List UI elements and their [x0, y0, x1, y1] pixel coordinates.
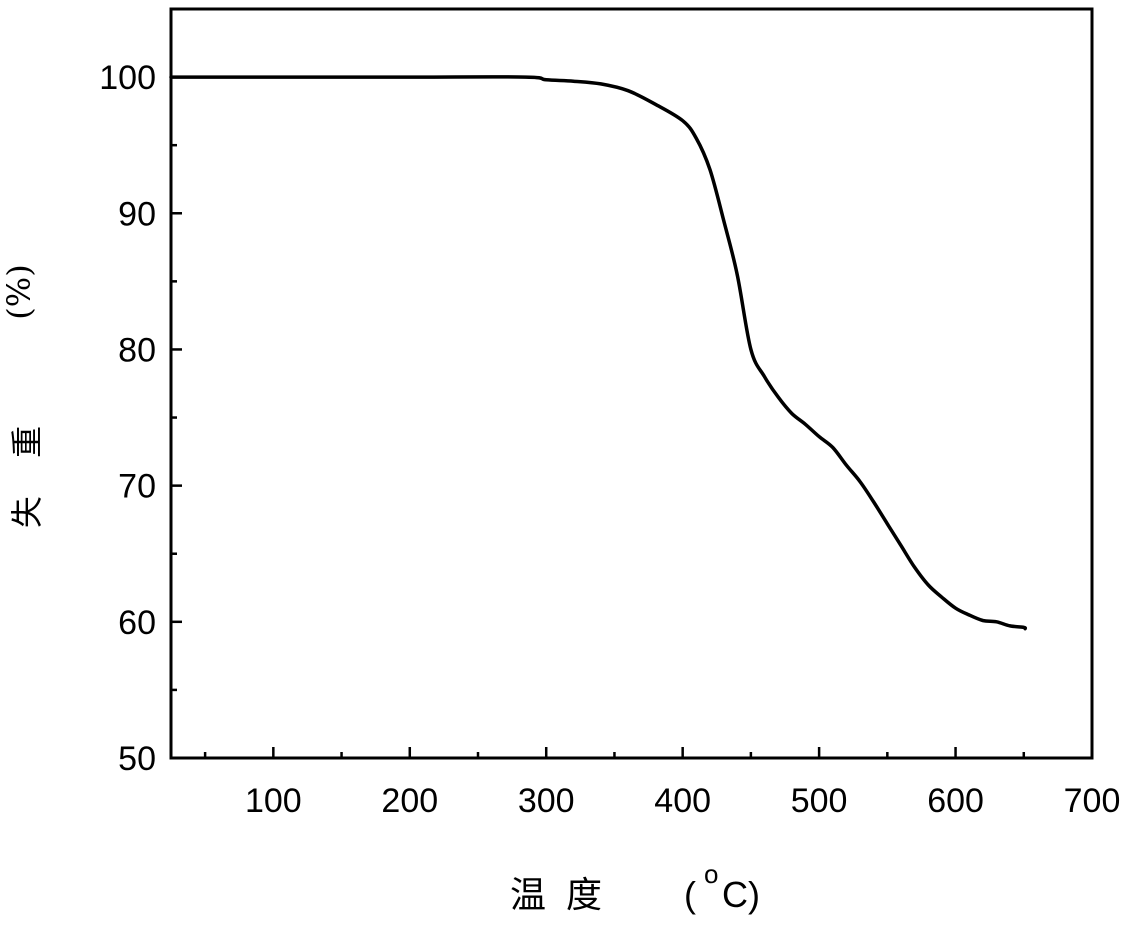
series-line — [171, 77, 1025, 629]
x-tick-label: 600 — [927, 782, 984, 820]
y-tick-label: 50 — [118, 740, 156, 778]
ticks-layer — [171, 9, 1092, 758]
y-tick-label: 80 — [118, 331, 156, 369]
x-axis-unit: C) — [722, 874, 760, 915]
tick-labels-layer: 100 200 300 400 500 600 700 50 60 70 80 90 100 — [99, 59, 1120, 820]
y-tick-label: 60 — [118, 604, 156, 642]
x-axis-superscript: o — [704, 859, 718, 889]
y-tick-label: 70 — [118, 468, 156, 506]
x-axis-title: 温 度 — [510, 874, 602, 915]
x-tick-label: 500 — [791, 782, 848, 820]
x-tick-label: 200 — [381, 782, 438, 820]
y-tick-label: 100 — [99, 59, 156, 97]
x-tick-label: 100 — [245, 782, 302, 820]
y-axis-title: 失 重 — [8, 412, 46, 528]
y-tick-label: 90 — [118, 195, 156, 233]
x-tick-label: 300 — [518, 782, 575, 820]
plot-frame — [171, 9, 1092, 758]
y-axis-unit: (%) — [0, 264, 38, 319]
x-tick-label: 700 — [1064, 782, 1121, 820]
x-tick-label: 400 — [654, 782, 711, 820]
x-axis-open-paren: ( — [684, 874, 696, 915]
